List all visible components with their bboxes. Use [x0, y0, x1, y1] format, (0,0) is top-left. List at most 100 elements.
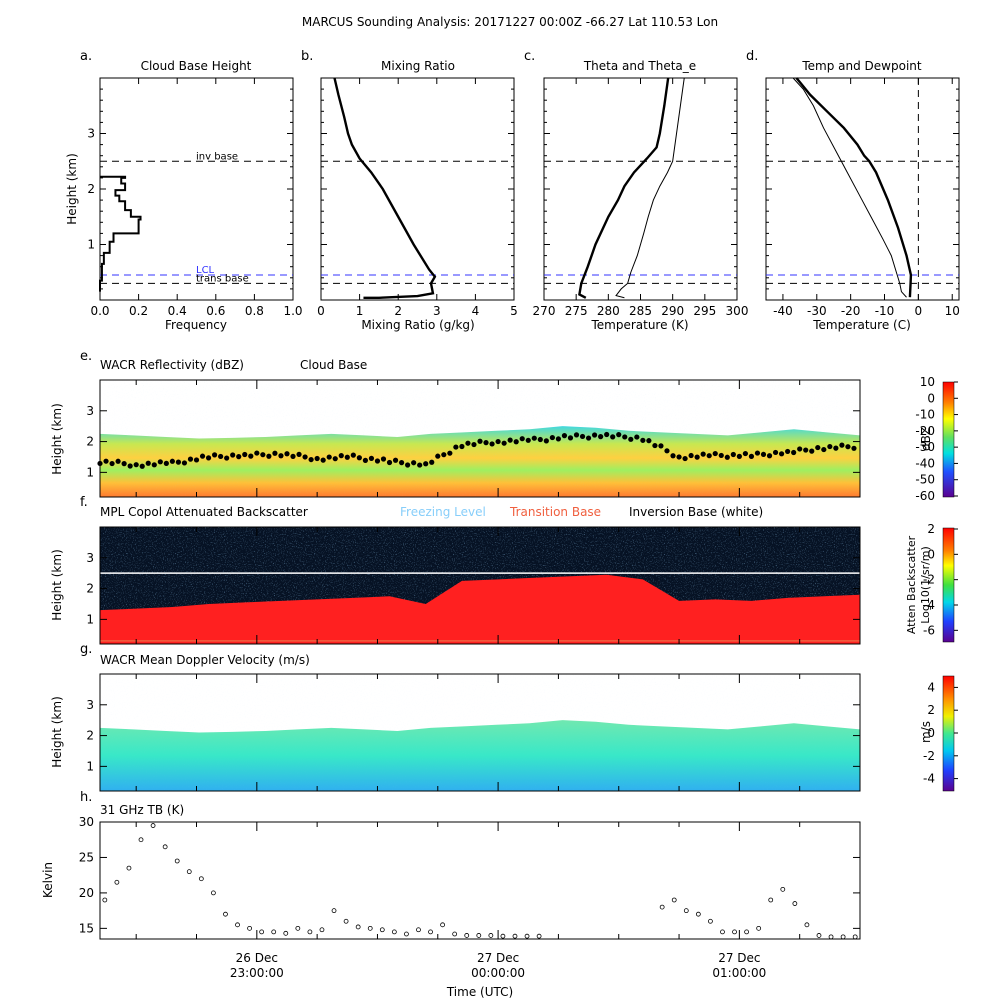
colorbar-tick-label: -2: [923, 573, 935, 587]
cloud-base-point: [302, 454, 308, 460]
colorbar-dbz: [942, 381, 955, 498]
cloud-base-point: [205, 455, 212, 461]
tb-point: [720, 929, 725, 935]
tb-point: [488, 933, 494, 938]
temperature-profile: [795, 77, 913, 298]
cloud-base-point: [296, 451, 302, 457]
cloud-base-point: [103, 458, 109, 464]
tb-point: [210, 890, 216, 896]
cloud-base-point: [459, 443, 465, 450]
cloud-base-point: [652, 442, 658, 449]
cloud-base-point: [809, 448, 815, 454]
cloud-base-point: [133, 462, 139, 468]
time-tick-time: 23:00:00: [230, 966, 284, 980]
colorbar-tick-label: -4: [923, 598, 935, 612]
cloud-base-point: [338, 453, 344, 459]
cloud-base-point: [525, 437, 531, 443]
x-tick-label: 0.0: [90, 304, 109, 318]
cloud-base-point: [592, 432, 598, 438]
x-axis-label: Temperature (K): [590, 318, 688, 332]
cloud-base-point: [628, 436, 634, 442]
x-tick-label: 0.4: [168, 304, 187, 318]
y-tick-label: 2: [86, 435, 94, 449]
tb-point: [695, 911, 701, 917]
panel-mpl-backscatter: f. MPL Copol Attenuated Backscatter Free…: [50, 495, 958, 645]
colorbar-ticks: 2 0 -2 -4 -6: [923, 522, 958, 637]
cloud-base-point: [260, 452, 266, 458]
y-tick-label: 3: [86, 404, 94, 418]
tb-point: [198, 876, 204, 882]
panel-letter: a.: [80, 49, 92, 64]
x-tick-label: 2: [394, 304, 402, 318]
tb-point: [512, 933, 518, 939]
x-axis-label: Time (UTC): [446, 985, 513, 999]
plot-frame: [99, 821, 861, 940]
cloud-base-point: [435, 453, 441, 459]
tb-point: [828, 934, 834, 940]
cloud-base-point: [682, 455, 688, 462]
x-tick-label: 1.0: [283, 304, 302, 318]
tb-point: [391, 929, 397, 935]
y-tick-label: 1: [87, 238, 95, 252]
tb-point: [355, 924, 361, 930]
cloud-base-point: [429, 459, 435, 465]
cloud-base-point: [718, 452, 724, 459]
cloud-base-point: [646, 438, 652, 444]
panel-title: Mixing Ratio: [381, 59, 455, 73]
cloud-base-point: [109, 460, 115, 467]
x-tick-label: 0: [915, 304, 923, 318]
colorbar-tick-label: -40: [915, 456, 935, 470]
time-ticks: [135, 674, 861, 791]
cloud-base-point: [555, 436, 562, 442]
x-axis-label: Temperature (C): [812, 318, 911, 332]
tb-point: [319, 927, 325, 933]
panel-title: 31 GHz TB (K): [100, 803, 184, 817]
cloud-base-point: [405, 462, 411, 468]
tb-point: [428, 929, 433, 935]
time-tick-time: 01:00:00: [712, 966, 766, 980]
cloud-base-point: [754, 450, 761, 456]
y-ticks: 1 2 3: [86, 404, 860, 479]
tb-point: [671, 897, 677, 903]
x-tick-label: 300: [726, 304, 749, 318]
cloud-base-point: [411, 460, 417, 466]
cloud-base-point: [236, 454, 242, 460]
panel-title: Theta and Theta_e: [583, 59, 696, 73]
colorbar-tick-label: 0: [927, 726, 935, 740]
cloud-base-point: [670, 453, 676, 459]
cloud-base-point: [163, 460, 169, 466]
time-tick-date: 26 Dec: [236, 951, 278, 965]
cloud-base-point: [604, 431, 610, 438]
cloud-base-point: [724, 454, 730, 460]
y-axis-label: Height (km): [50, 403, 64, 474]
cloud-base-point: [827, 443, 833, 450]
tb-point: [331, 908, 337, 914]
tb-point: [102, 897, 108, 903]
plot-frame: [765, 77, 960, 301]
panel-letter: g.: [80, 642, 92, 657]
colorbar-tick-label: -50: [915, 473, 935, 487]
cloud-base-point: [272, 450, 278, 456]
cloud-base-point: [218, 453, 224, 460]
x-tick-label: 290: [661, 304, 684, 318]
time-tick-date: 27 Dec: [718, 951, 760, 965]
cloud-base-point: [314, 455, 320, 462]
cloud-base-point: [471, 441, 477, 448]
panel-letter: h.: [80, 790, 92, 805]
texture: [100, 674, 860, 791]
cloud-base-point: [694, 454, 700, 460]
cloud-base-point: [380, 456, 387, 462]
tb-point: [852, 934, 858, 940]
tb-point: [708, 918, 713, 924]
panel-title: WACR Mean Doppler Velocity (m/s): [100, 653, 310, 667]
cloud-base-point: [368, 455, 375, 461]
cloud-base-point: [308, 456, 314, 463]
panel-letter: c.: [524, 49, 535, 64]
cloud-base-point: [760, 451, 767, 458]
colorbar-tick-label: -20: [915, 424, 935, 438]
x-axis-label: Mixing Ratio (g/kg): [361, 318, 474, 332]
y-axis-label: Height (km): [65, 153, 79, 224]
y-tick-label: 1: [86, 612, 94, 626]
cloud-base-point: [212, 452, 218, 458]
